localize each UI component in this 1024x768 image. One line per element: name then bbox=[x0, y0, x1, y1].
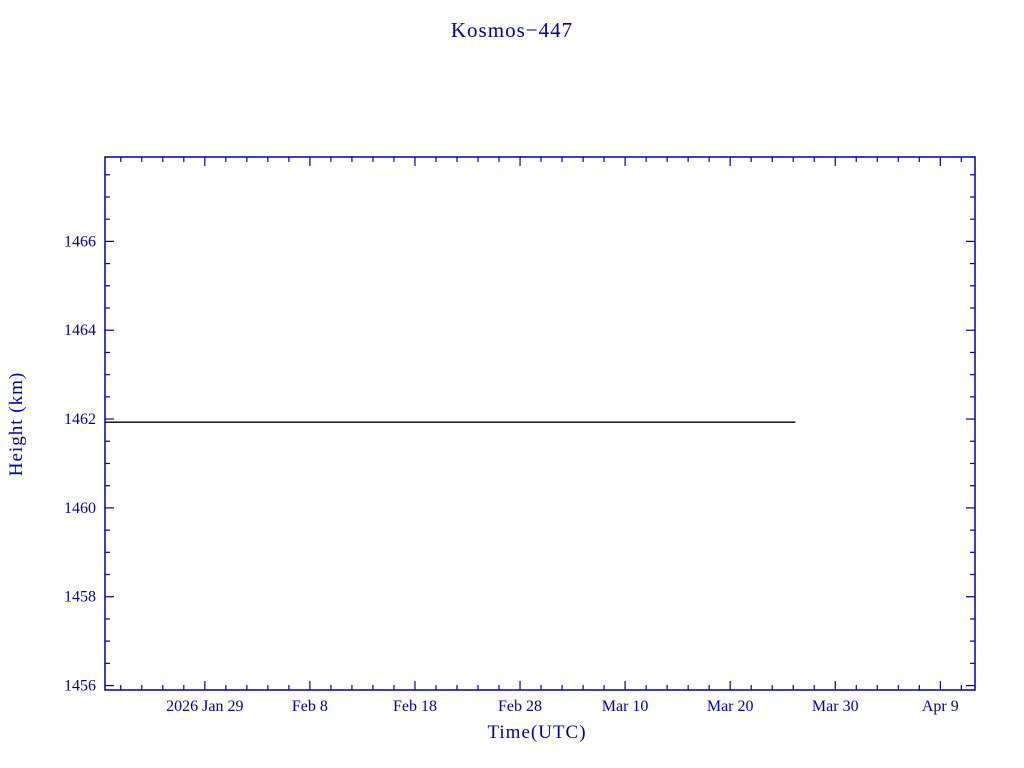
y-tick-label: 1462 bbox=[64, 411, 96, 428]
x-tick-label: Mar 20 bbox=[707, 698, 754, 715]
x-tick-label: Apr 9 bbox=[922, 698, 959, 715]
x-tick-label: Feb 28 bbox=[498, 698, 542, 715]
y-tick-label: 1460 bbox=[64, 500, 96, 517]
x-tick-label: Feb 18 bbox=[393, 698, 437, 715]
plot-generated: 2026 Jan 29 Feb 8 Feb 18 Feb 28 Mar 10 Mar 20… bbox=[64, 156, 976, 715]
y-tick-label: 1458 bbox=[64, 589, 96, 606]
chart-title: Kosmos−447 bbox=[451, 18, 573, 42]
x-tick-label: Mar 30 bbox=[812, 698, 859, 715]
x-tick-label: Mar 10 bbox=[602, 698, 649, 715]
y-tick-label: 1466 bbox=[64, 233, 96, 250]
y-tick-label: 1456 bbox=[64, 678, 96, 695]
y-tick-label: 1464 bbox=[64, 322, 96, 339]
plot-frame bbox=[104, 156, 976, 691]
x-tick-label: Feb 8 bbox=[292, 698, 328, 715]
x-axis-label: Time(UTC) bbox=[487, 722, 586, 743]
x-tick-label: 2026 Jan 29 bbox=[166, 698, 243, 715]
y-axis-label: Height (km) bbox=[6, 372, 27, 476]
